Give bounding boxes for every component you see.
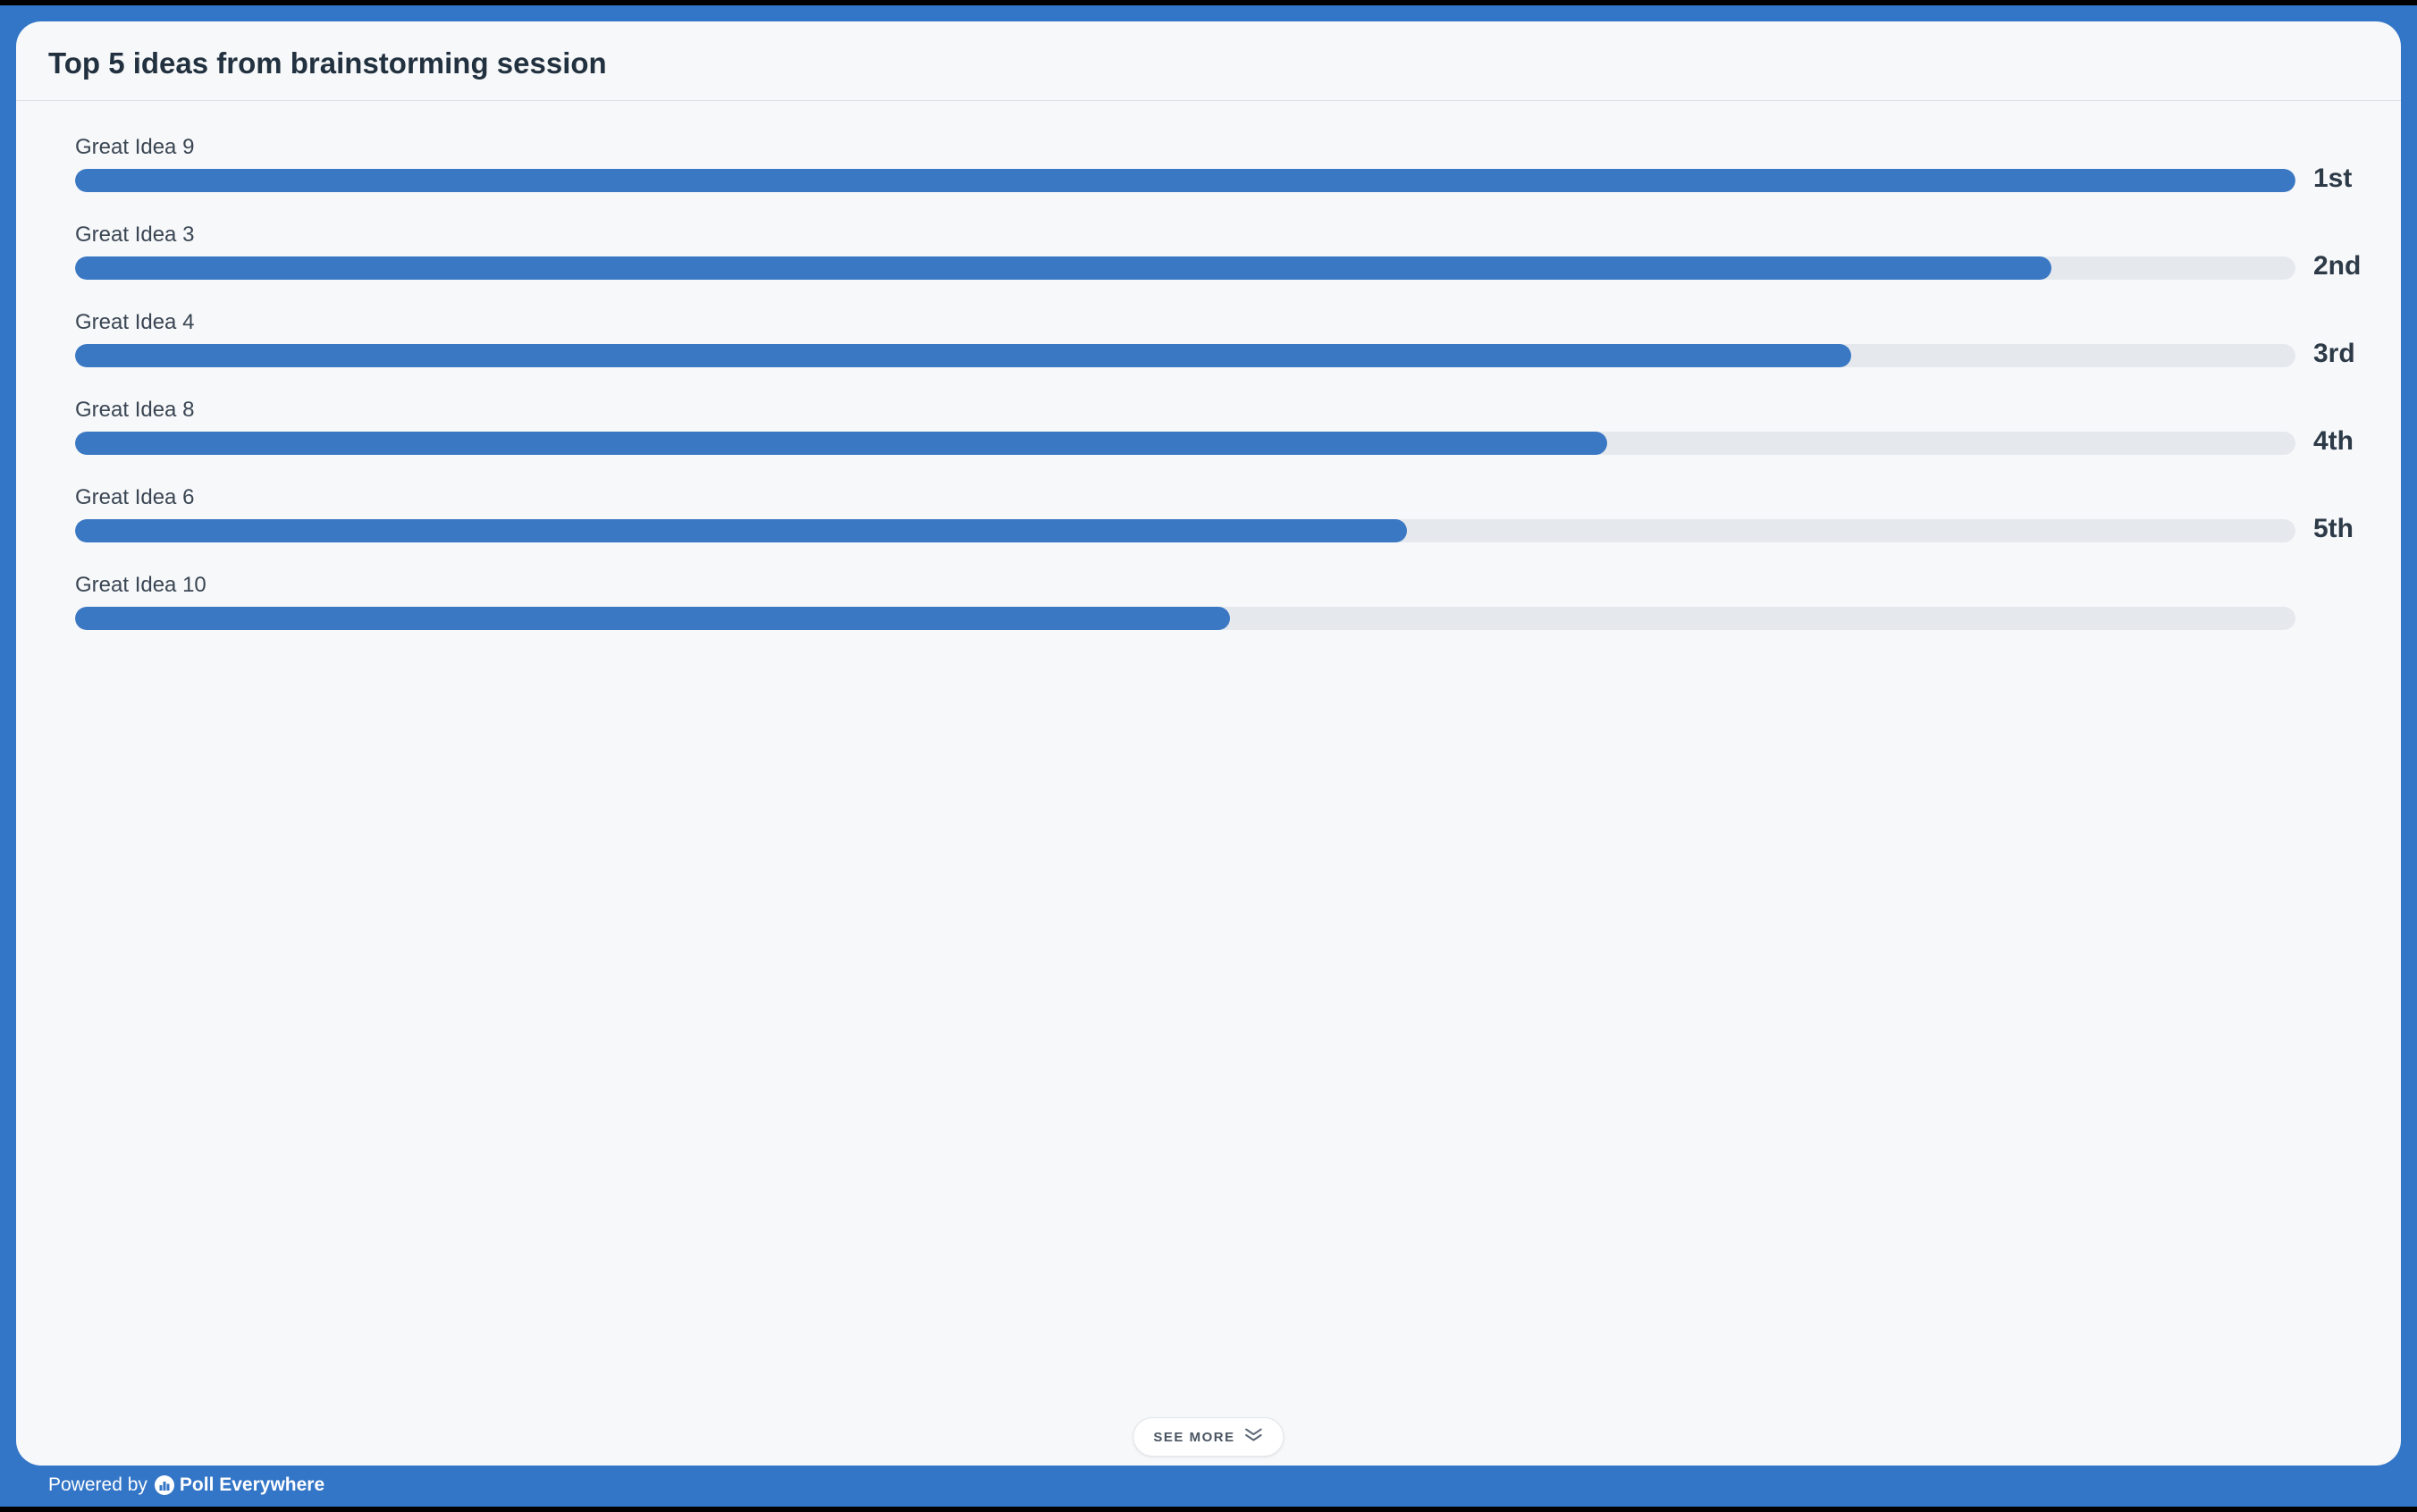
bar-fill bbox=[75, 519, 1407, 542]
rank-label: 2nd bbox=[2313, 253, 2365, 280]
result-label: Great Idea 8 bbox=[75, 398, 2295, 423]
frame: Top 5 ideas from brainstorming session G… bbox=[0, 5, 2417, 1507]
result-row: Great Idea 9 1st bbox=[75, 135, 2365, 192]
bar-fill bbox=[75, 607, 1230, 630]
bar-fill bbox=[75, 344, 1851, 367]
result-label: Great Idea 6 bbox=[75, 485, 2295, 510]
result-row-main: Great Idea 4 bbox=[75, 310, 2295, 367]
footer-prefix: Powered by bbox=[48, 1474, 147, 1496]
bar-track bbox=[75, 169, 2295, 192]
page-title: Top 5 ideas from brainstorming session bbox=[48, 46, 2369, 80]
bar-fill bbox=[75, 432, 1607, 455]
result-row-main: Great Idea 9 bbox=[75, 135, 2295, 192]
result-row: Great Idea 6 5th bbox=[75, 485, 2365, 542]
results-card: Top 5 ideas from brainstorming session G… bbox=[16, 21, 2401, 1466]
result-row: Great Idea 10 bbox=[75, 573, 2365, 630]
brand-badge: Poll Everywhere bbox=[155, 1474, 324, 1496]
result-row-main: Great Idea 6 bbox=[75, 485, 2295, 542]
result-row: Great Idea 4 3rd bbox=[75, 310, 2365, 367]
result-row-main: Great Idea 10 bbox=[75, 573, 2295, 630]
bar-fill bbox=[75, 256, 2051, 280]
bar-track bbox=[75, 344, 2295, 367]
result-label: Great Idea 9 bbox=[75, 135, 2295, 160]
result-row-main: Great Idea 3 bbox=[75, 223, 2295, 280]
rank-label: 4th bbox=[2313, 428, 2365, 455]
result-label: Great Idea 3 bbox=[75, 223, 2295, 248]
bar-track bbox=[75, 432, 2295, 455]
bar-track bbox=[75, 607, 2295, 630]
bar-track bbox=[75, 256, 2295, 280]
result-label: Great Idea 4 bbox=[75, 310, 2295, 335]
rank-label: 5th bbox=[2313, 516, 2365, 542]
bar-track bbox=[75, 519, 2295, 542]
result-row-main: Great Idea 8 bbox=[75, 398, 2295, 455]
bar-chart-icon bbox=[155, 1475, 174, 1495]
see-more-button[interactable]: SEE MORE bbox=[1133, 1417, 1284, 1457]
rank-label: 1st bbox=[2313, 165, 2365, 192]
chevron-down-double-icon bbox=[1244, 1426, 1264, 1448]
result-row: Great Idea 3 2nd bbox=[75, 223, 2365, 280]
rank-label: 3rd bbox=[2313, 340, 2365, 367]
result-row: Great Idea 8 4th bbox=[75, 398, 2365, 455]
see-more-label: SEE MORE bbox=[1153, 1430, 1234, 1445]
result-label: Great Idea 10 bbox=[75, 573, 2295, 598]
results-list: Great Idea 91stGreat Idea 32ndGreat Idea… bbox=[16, 101, 2401, 1466]
powered-by-footer: Powered by Poll Everywhere bbox=[16, 1466, 2401, 1499]
brand-name: Poll Everywhere bbox=[180, 1474, 324, 1496]
bar-fill bbox=[75, 169, 2295, 192]
card-header: Top 5 ideas from brainstorming session bbox=[16, 21, 2401, 101]
